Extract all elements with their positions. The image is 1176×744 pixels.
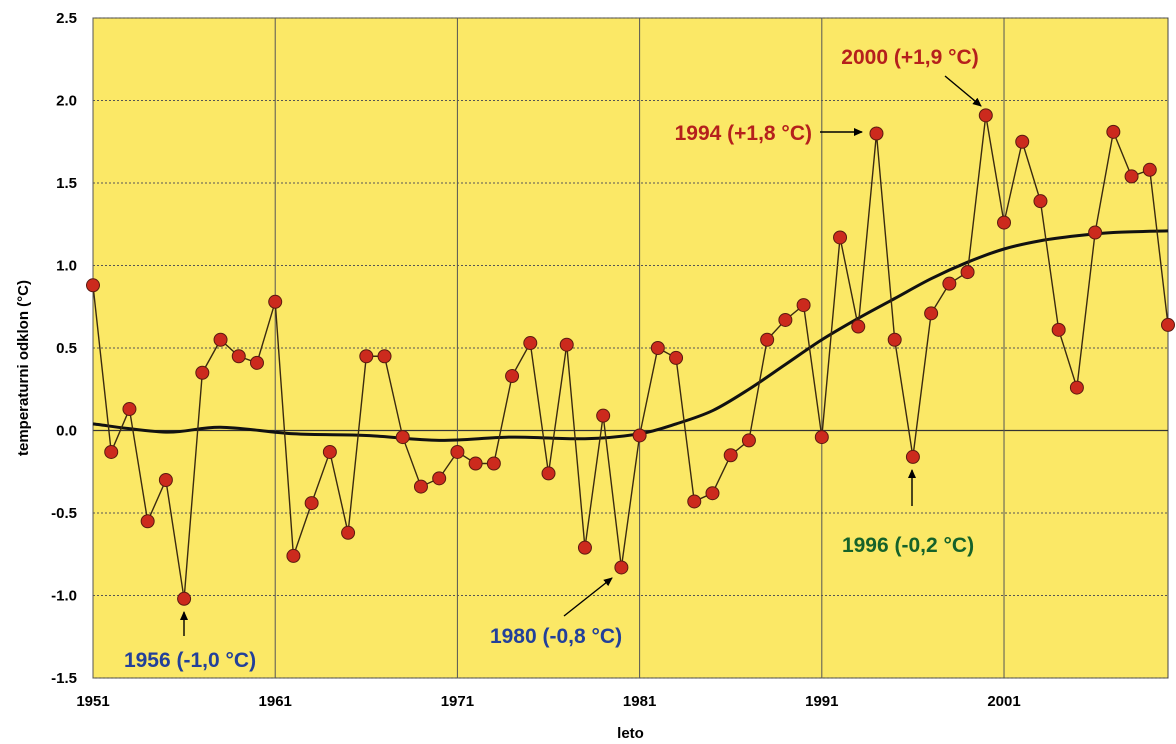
data-point [1088, 225, 1103, 240]
x-tick-label: 1981 [623, 693, 656, 710]
x-tick-label: 1971 [441, 693, 474, 710]
data-point [905, 449, 920, 464]
data-point [614, 560, 629, 575]
data-point [778, 312, 793, 327]
data-point [1106, 124, 1121, 139]
data-point [723, 448, 738, 463]
annotation-label: 1956 (-1,0 °C) [124, 649, 256, 672]
y-tick-labels: -1.5 -1.0 -0.5 0.0 0.5 1.0 1.5 2.0 2.5 [51, 10, 77, 687]
x-tick-label: 2001 [987, 693, 1020, 710]
data-point [796, 298, 811, 313]
data-point [359, 349, 374, 364]
data-point [924, 306, 939, 321]
data-point [1124, 169, 1139, 184]
y-tick-label: -1.5 [51, 670, 77, 687]
annual-series-group [86, 108, 1175, 606]
data-point [268, 294, 283, 309]
data-point [249, 355, 264, 370]
annotation-label: 2000 (+1,9 °C) [841, 46, 978, 69]
data-point [413, 479, 428, 494]
data-point [1051, 322, 1066, 337]
y-tick-label: 1.5 [56, 175, 77, 192]
y-tick-label: 2.5 [56, 10, 77, 27]
data-point [632, 428, 647, 443]
data-point [1161, 317, 1175, 332]
y-tick-label: -1.0 [51, 588, 77, 605]
data-point [596, 408, 611, 423]
y-tick-label: -0.5 [51, 505, 77, 522]
data-point [231, 349, 246, 364]
data-point [505, 369, 520, 384]
x-tick-label: 1961 [259, 693, 292, 710]
data-point [486, 456, 501, 471]
data-point [341, 525, 356, 540]
x-tick-label: 1991 [805, 693, 838, 710]
data-point [760, 332, 775, 347]
data-point [158, 473, 173, 487]
data-point [705, 486, 720, 501]
data-point [960, 265, 975, 280]
annotation-arrow [563, 577, 613, 617]
x-tick-label: 1951 [76, 693, 109, 710]
data-point [140, 514, 155, 529]
data-point [286, 548, 301, 563]
annotation-label: 1994 (+1,8 °C) [675, 122, 812, 145]
y-tick-label: 0.5 [56, 340, 77, 357]
data-point [942, 276, 957, 291]
data-point [887, 332, 902, 347]
data-point [322, 444, 337, 459]
data-point [468, 456, 483, 471]
data-point [741, 433, 756, 448]
data-point [450, 444, 465, 459]
data-point [577, 540, 592, 555]
data-point [195, 365, 210, 380]
data-point [1142, 162, 1157, 177]
y-tick-label: 0.0 [56, 423, 77, 440]
trend-line-group [92, 229, 1169, 442]
y-tick-label: 2.0 [56, 93, 77, 110]
data-point [851, 319, 866, 334]
data-point [687, 494, 702, 509]
data-point [997, 215, 1012, 230]
data-point [104, 444, 119, 459]
data-point [432, 471, 447, 486]
annotation-label: 1980 (-0,8 °C) [490, 625, 622, 648]
data-point [541, 466, 556, 481]
data-point [978, 108, 993, 123]
data-point [523, 336, 538, 351]
annual-series-line [92, 115, 1169, 599]
data-point [559, 337, 574, 352]
data-point [1033, 194, 1048, 209]
data-point [395, 430, 410, 445]
annotation-label: 1996 (-0,2 °C) [842, 534, 974, 557]
annotations: 2000 (+1,9 °C) 1994 (+1,8 °C) 1996 (-0,2 °… [124, 46, 982, 672]
y-axis-label: temperaturni odklon (°C) [15, 280, 32, 456]
data-point [833, 230, 848, 245]
data-point [377, 349, 392, 364]
x-axis-label: leto [617, 725, 644, 742]
annotation-arrow [944, 75, 982, 107]
data-point [1015, 134, 1030, 149]
data-point [669, 350, 684, 365]
data-point [869, 126, 884, 141]
data-point [814, 430, 829, 445]
trend-line [92, 229, 1169, 442]
data-point [213, 332, 228, 347]
data-point [86, 278, 100, 293]
data-point [1069, 380, 1084, 395]
y-tick-label: 1.0 [56, 258, 77, 275]
data-point [122, 402, 137, 417]
data-point [177, 591, 192, 606]
x-tick-labels: 1951 1961 1971 1981 1991 2001 [76, 693, 1020, 710]
data-point [650, 341, 665, 355]
data-point [304, 496, 319, 511]
